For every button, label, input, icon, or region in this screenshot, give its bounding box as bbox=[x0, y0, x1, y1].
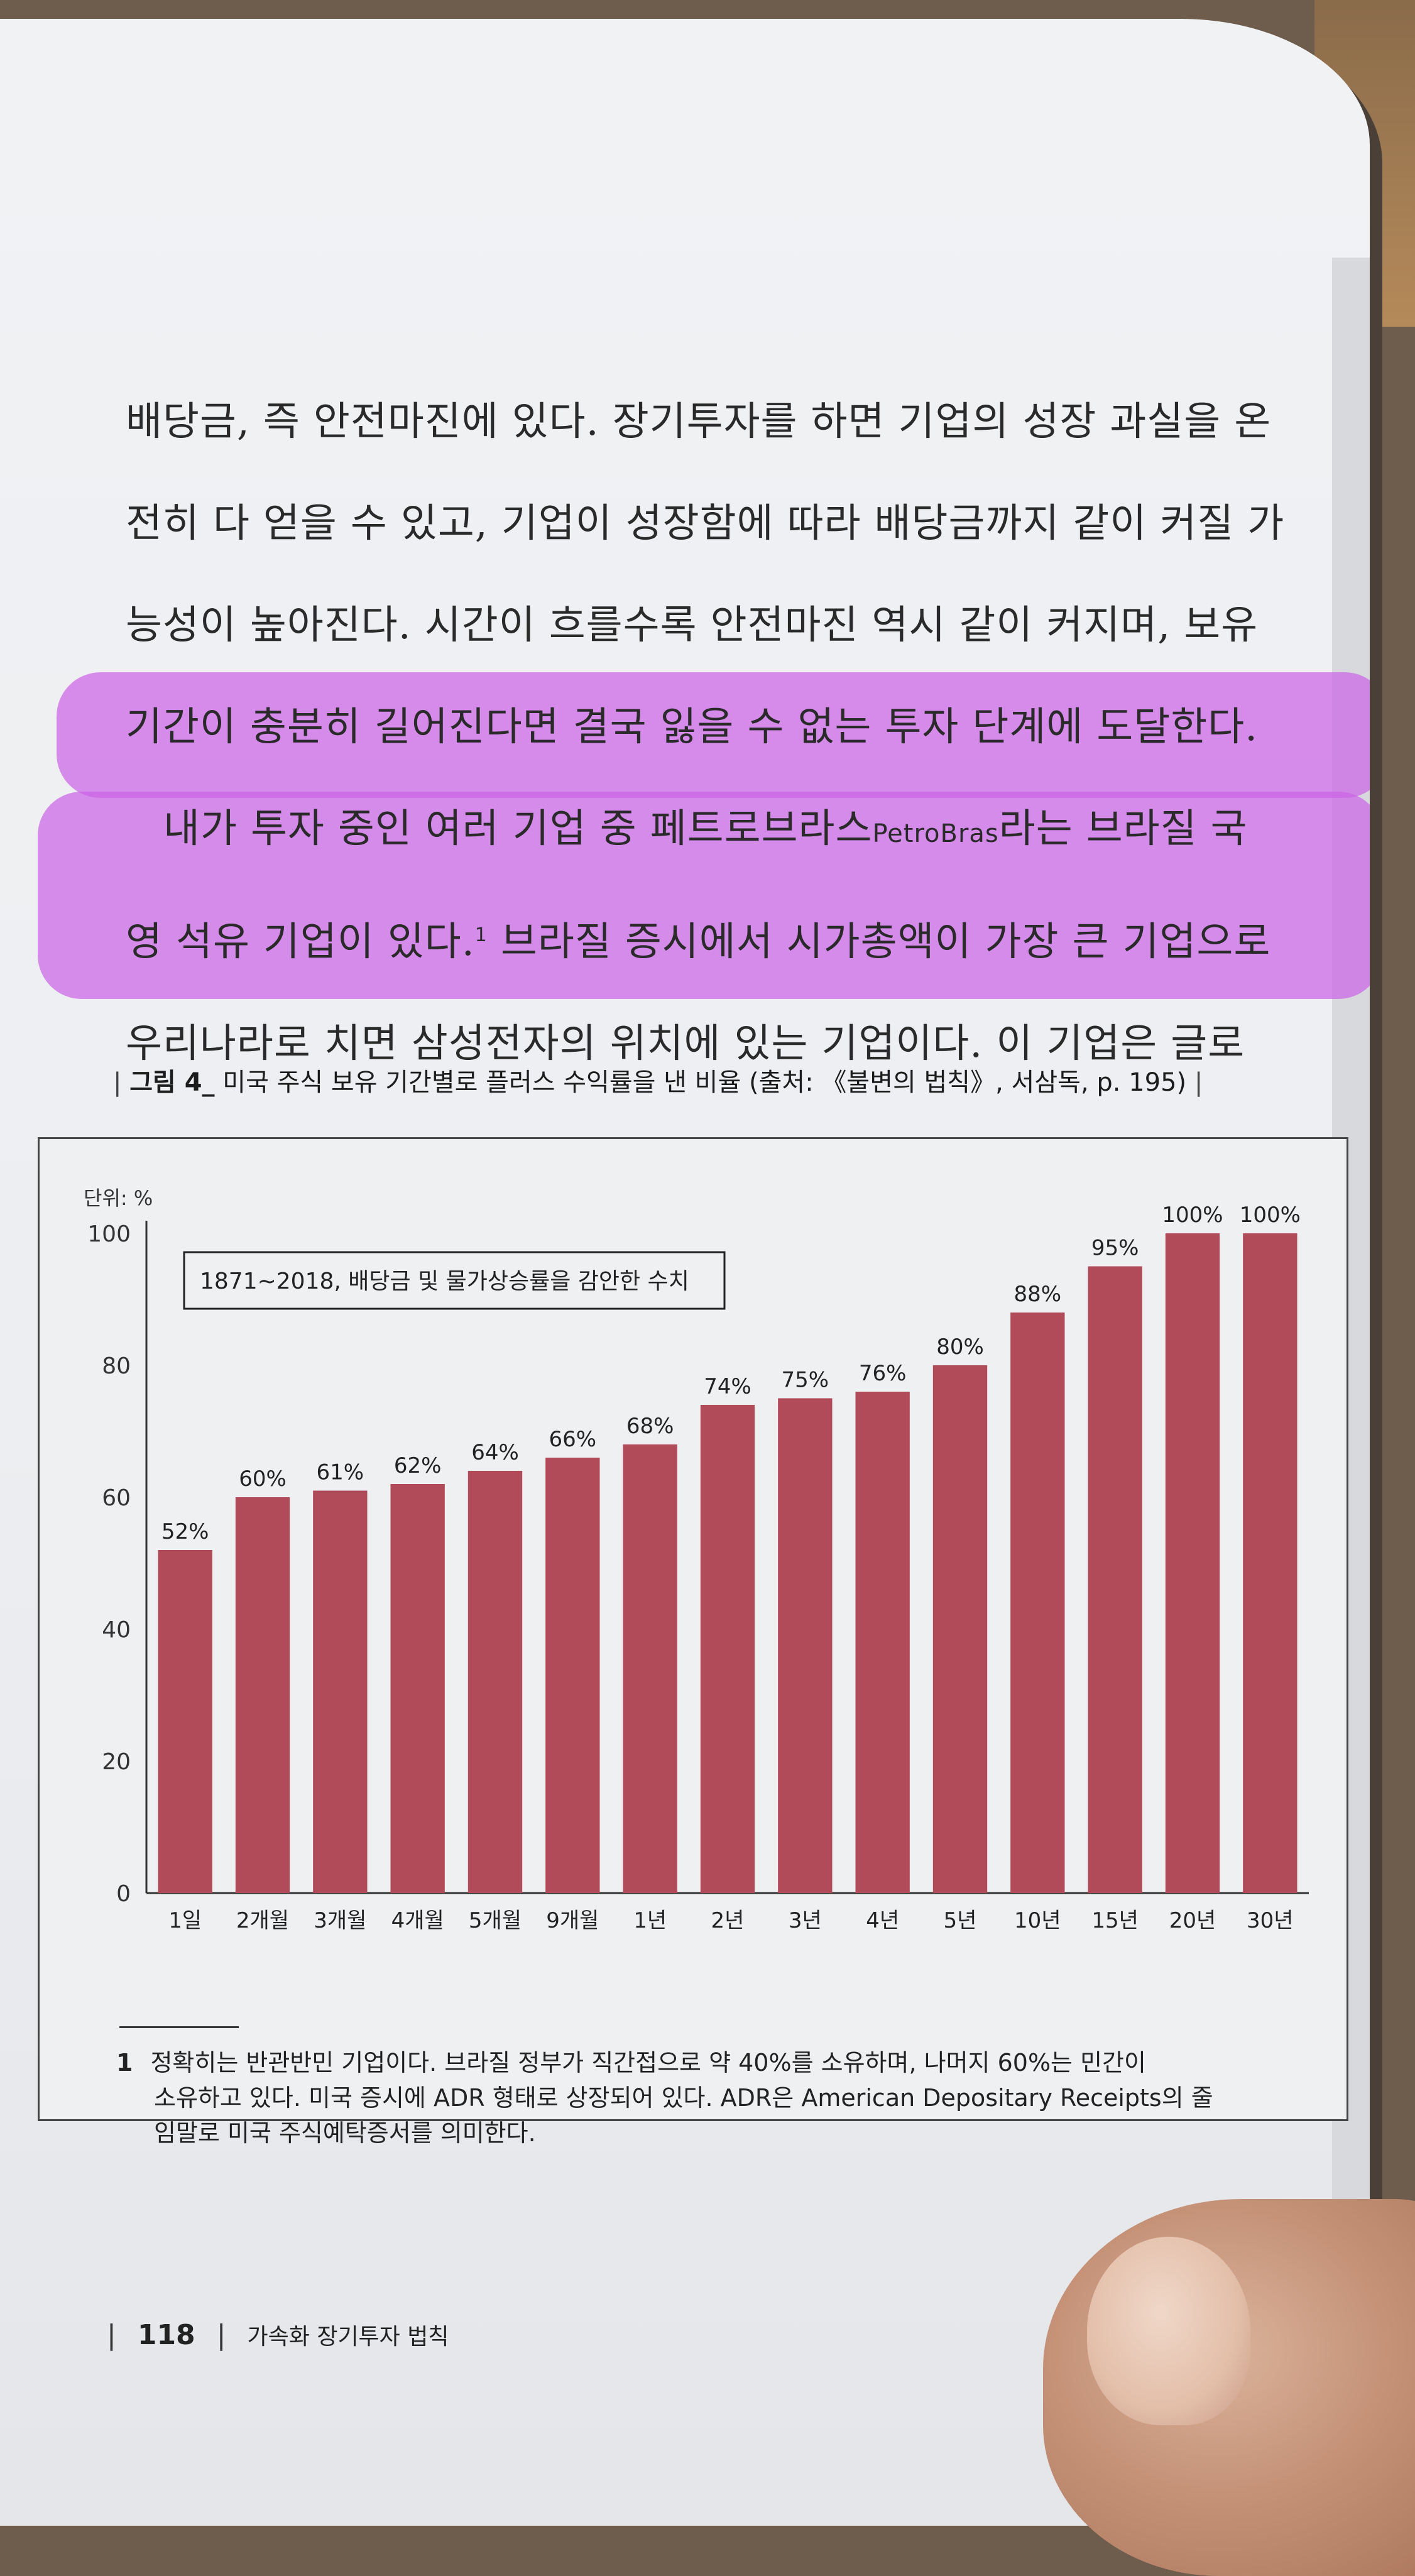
body-text-run: 라는 브라질 국 bbox=[998, 805, 1248, 851]
bar bbox=[1165, 1233, 1220, 1893]
y-tick-label: 0 bbox=[116, 1881, 131, 1907]
body-text: 배당금, 즉 안전마진에 있다. 장기투자를 하면 기업의 성장 과실을 온 전… bbox=[126, 371, 1307, 1094]
bar bbox=[932, 1365, 988, 1893]
bar-data-label: 60% bbox=[239, 1466, 287, 1492]
bar bbox=[1243, 1233, 1298, 1893]
x-tick-label: 1일 bbox=[168, 1908, 202, 1933]
body-text-run: 브라질 증시에서 시가총액이 가장 큰 기업으로 bbox=[487, 919, 1271, 964]
x-tick-label: 20년 bbox=[1169, 1908, 1216, 1933]
chart-note: 1871~2018, 배당금 및 물가상승률을 감안한 수치 bbox=[200, 1269, 689, 1294]
footnote-line: 소유하고 있다. 미국 증시에 ADR 형태로 상장되어 있다. ADR은 Am… bbox=[154, 2084, 1213, 2112]
thumb-nail bbox=[1087, 2237, 1250, 2425]
bar bbox=[1010, 1313, 1065, 1893]
bar bbox=[158, 1550, 212, 1893]
footnote-rule bbox=[119, 2026, 239, 2028]
unit-label: 단위: % bbox=[84, 1186, 153, 1210]
x-tick-label: 3년 bbox=[789, 1908, 822, 1933]
bar bbox=[778, 1398, 833, 1893]
y-tick-label: 60 bbox=[102, 1485, 131, 1511]
x-tick-label: 4개월 bbox=[391, 1908, 444, 1933]
bar-data-label: 74% bbox=[704, 1374, 751, 1399]
bar-data-label: 100% bbox=[1162, 1203, 1223, 1228]
bar-data-label: 95% bbox=[1091, 1236, 1139, 1261]
body-line: 능성이 높아진다. 시간이 흐를수록 안전마진 역시 같이 커지며, 보유 bbox=[126, 602, 1259, 648]
x-tick-label: 5년 bbox=[944, 1908, 977, 1933]
bars-group: 52% 1일 60% 2개월 61% 3개월 62% 4개월 64% 5개월 66% 9개월 68% 1년… bbox=[158, 1203, 1301, 1933]
bar-data-label: 61% bbox=[317, 1460, 364, 1485]
body-text-run: 내가 투자 중인 여러 기업 중 페트로브라스 bbox=[163, 805, 873, 851]
bar bbox=[467, 1471, 523, 1893]
figure-title: 미국 주식 보유 기간별로 플러스 수익률을 낸 비율 (출처: 《불변의 법칙… bbox=[222, 1068, 1187, 1097]
bar bbox=[545, 1458, 600, 1893]
footnote-marker: 1 bbox=[474, 924, 488, 946]
bar bbox=[623, 1444, 677, 1893]
bar-data-label: 68% bbox=[626, 1414, 674, 1439]
x-tick-label: 30년 bbox=[1247, 1908, 1294, 1933]
bar-data-label: 62% bbox=[394, 1453, 442, 1478]
bar bbox=[855, 1392, 910, 1893]
body-line: 내가 투자 중인 여러 기업 중 페트로브라스PetroBras라는 브라질 국 bbox=[126, 778, 1307, 885]
x-tick-label: 3개월 bbox=[314, 1908, 366, 1933]
page-number: 118 bbox=[137, 2319, 195, 2351]
highlighter-mark bbox=[38, 792, 1370, 999]
y-tick-label: 20 bbox=[102, 1749, 131, 1775]
y-tick-label: 100 bbox=[87, 1221, 131, 1247]
x-tick-label: 10년 bbox=[1014, 1908, 1061, 1933]
body-line: 영 석유 기업이 있다.1 브라질 증시에서 시가총액이 가장 큰 기업으로 bbox=[126, 885, 1307, 993]
book-title: 가속화 장기투자 법칙 bbox=[247, 2324, 449, 2350]
figure-caption: | 그림 4_ 미국 주식 보유 기간별로 플러스 수익률을 낸 비율 (출처:… bbox=[113, 1068, 1203, 1097]
highlighter-mark bbox=[57, 672, 1370, 798]
book-page: 배당금, 즉 안전마진에 있다. 장기투자를 하면 기업의 성장 과실을 온 전… bbox=[0, 19, 1370, 2526]
bar-data-label: 76% bbox=[859, 1361, 907, 1386]
body-text-run: 영 석유 기업이 있다. bbox=[126, 919, 475, 964]
bar-data-label: 52% bbox=[161, 1519, 209, 1544]
bar bbox=[1088, 1266, 1142, 1893]
x-tick-label: 15년 bbox=[1091, 1908, 1139, 1933]
bar-data-label: 75% bbox=[782, 1368, 829, 1393]
body-line: 배당금, 즉 안전마진에 있다. 장기투자를 하면 기업의 성장 과실을 온 bbox=[126, 398, 1272, 444]
bar-data-label: 88% bbox=[1014, 1282, 1062, 1307]
footnote-text: 정확히는 반관반민 기업이다. 브라질 정부가 직간접으로 약 40%를 소유하… bbox=[150, 2049, 1146, 2077]
bar-data-label: 64% bbox=[471, 1440, 519, 1465]
page-footer: | 118 | 가속화 장기투자 법칙 bbox=[107, 2319, 449, 2351]
bar bbox=[313, 1490, 368, 1893]
bar-data-label: 100% bbox=[1240, 1203, 1301, 1228]
bar-data-label: 80% bbox=[936, 1334, 984, 1360]
bar-data-label: 66% bbox=[549, 1427, 597, 1452]
y-tick-label: 40 bbox=[102, 1617, 131, 1643]
footnote-line: 1 정확히는 반관반민 기업이다. 브라질 정부가 직간접으로 약 40%를 소유… bbox=[116, 2045, 1266, 2080]
footnote-line: 임말로 미국 주식예탁증서를 의미한다. bbox=[154, 2119, 536, 2147]
body-line: 기간이 충분히 길어진다면 결국 잃을 수 없는 투자 단계에 도달한다. bbox=[126, 704, 1259, 750]
x-tick-label: 2개월 bbox=[236, 1908, 289, 1933]
x-tick-label: 2년 bbox=[711, 1908, 745, 1933]
body-line: 전히 다 얻을 수 있고, 기업이 성장함에 따라 배당금까지 같이 커질 가 bbox=[126, 500, 1285, 546]
body-line: 우리나라로 치면 삼성전자의 위치에 있는 기업이다. 이 기업은 글로 bbox=[126, 1020, 1245, 1066]
y-tick-label: 80 bbox=[102, 1353, 131, 1379]
footnote: 1 정확히는 반관반민 기업이다. 브라질 정부가 직간접으로 약 40%를 소유… bbox=[116, 2045, 1266, 2151]
bar bbox=[700, 1405, 755, 1893]
x-tick-label: 5개월 bbox=[469, 1908, 522, 1933]
bar-chart: 단위: % 1871~2018, 배당금 및 물가상승률을 감안한 수치 0 20… bbox=[38, 1137, 1348, 2121]
x-tick-label: 4년 bbox=[866, 1908, 899, 1933]
note-box bbox=[183, 1251, 726, 1310]
chart-svg: 단위: % 1871~2018, 배당금 및 물가상승률을 감안한 수치 0 20… bbox=[84, 1186, 1309, 1933]
x-tick-label: 9개월 bbox=[546, 1908, 599, 1933]
footnote-number: 1 bbox=[116, 2049, 133, 2077]
latin-term: PetroBras bbox=[872, 819, 999, 848]
bar bbox=[235, 1497, 290, 1893]
figure-label: 그림 4_ bbox=[129, 1068, 215, 1097]
bar bbox=[390, 1484, 445, 1893]
x-tick-label: 1년 bbox=[633, 1908, 667, 1933]
